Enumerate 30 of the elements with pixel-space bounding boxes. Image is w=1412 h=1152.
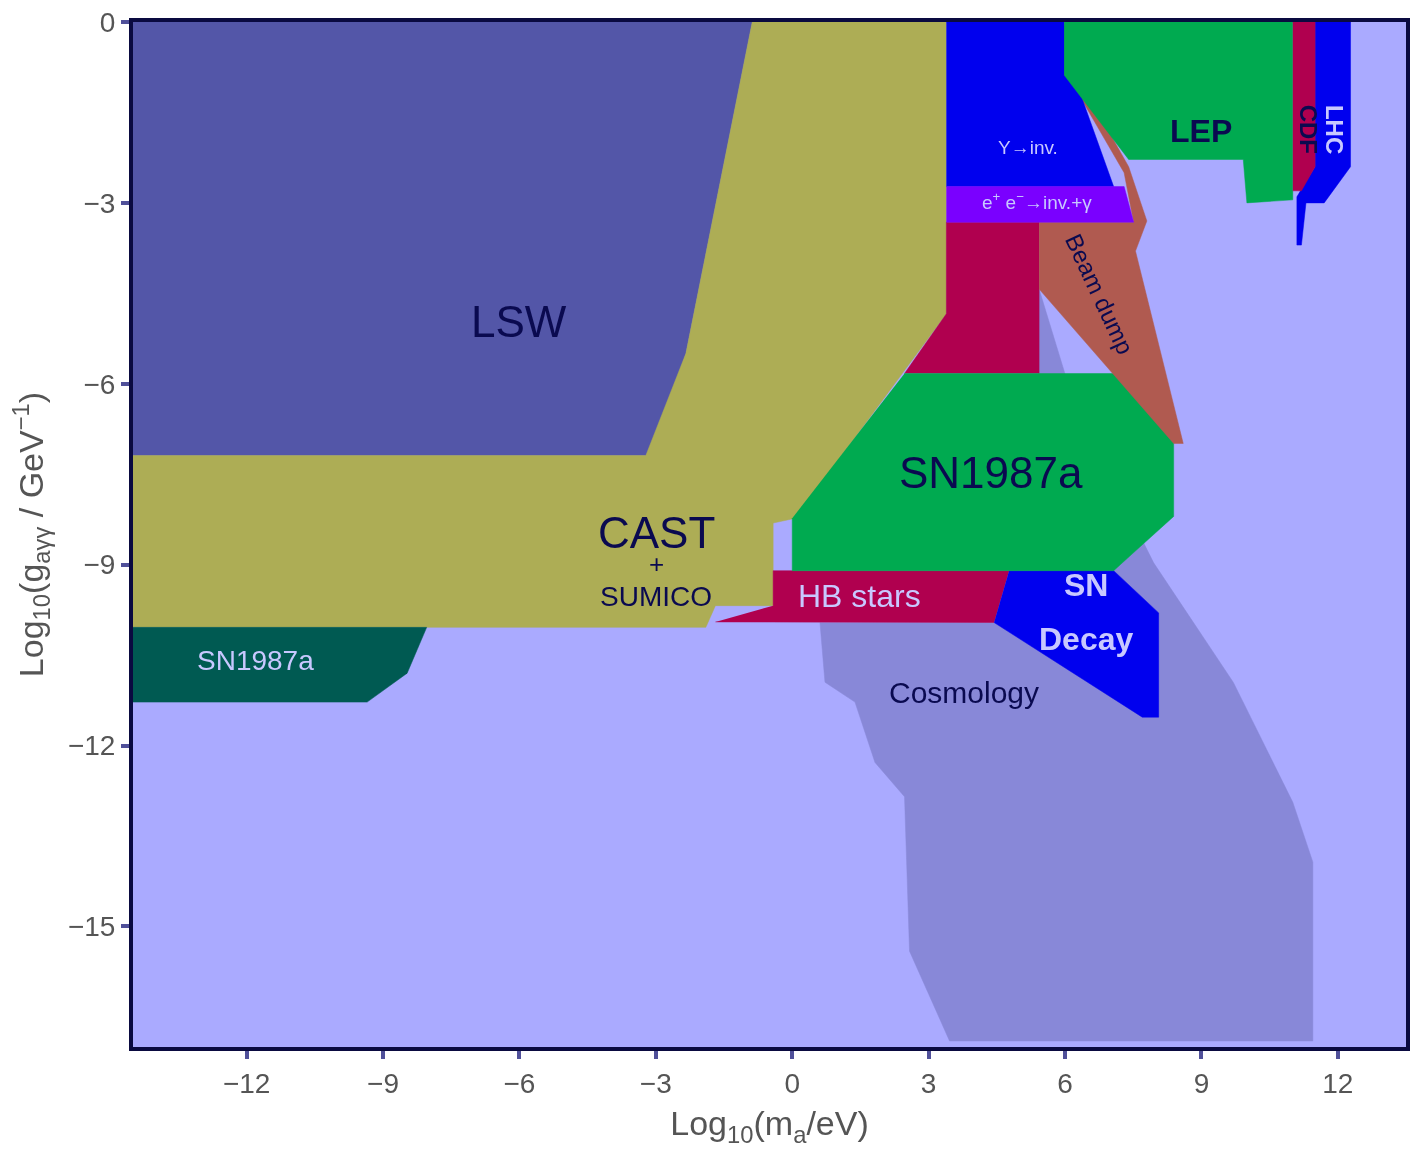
annotation: LHC bbox=[1321, 104, 1349, 155]
annotation: CDF bbox=[1294, 104, 1322, 154]
annotation: SUMICO bbox=[600, 581, 712, 612]
x-tick-label: −3 bbox=[639, 1067, 672, 1099]
y-tick-label: −12 bbox=[67, 730, 116, 762]
y-tick-label: −9 bbox=[83, 549, 116, 581]
x-tick-label: 3 bbox=[920, 1067, 937, 1099]
annotation: SN1987a bbox=[899, 448, 1084, 497]
x-tick-label: 0 bbox=[784, 1067, 801, 1099]
annotation: SN1987a bbox=[197, 645, 315, 676]
y-tick-label: −15 bbox=[67, 911, 116, 943]
annotation: Υ→inv. bbox=[998, 137, 1058, 158]
annotation: SN bbox=[1064, 567, 1109, 603]
x-tick-label: −12 bbox=[222, 1067, 271, 1099]
annotation: HB stars bbox=[798, 578, 921, 614]
x-tick-label: 9 bbox=[1193, 1067, 1210, 1099]
annotation: e$^{+}$ e$^{−}$→inv.+γ bbox=[982, 189, 1093, 213]
x-tick-label: 6 bbox=[1057, 1067, 1073, 1099]
y-tick-label: 0 bbox=[99, 6, 116, 38]
y-tick-label: −3 bbox=[83, 187, 116, 219]
annotation: LSW bbox=[471, 297, 567, 346]
annotation: Cosmology bbox=[889, 676, 1040, 709]
annotation: Beam dump bbox=[1059, 229, 1140, 359]
x-axis-title: Log$_{10}$(m$_{a}$/eV) bbox=[670, 1104, 869, 1148]
x-tick-label: −9 bbox=[367, 1067, 400, 1099]
y-tick-label: −6 bbox=[83, 368, 116, 400]
annotation: Decay bbox=[1039, 621, 1134, 657]
annotation: LEP bbox=[1170, 113, 1233, 149]
x-tick-label: −6 bbox=[503, 1067, 536, 1099]
x-tick-label: 12 bbox=[1322, 1067, 1354, 1099]
